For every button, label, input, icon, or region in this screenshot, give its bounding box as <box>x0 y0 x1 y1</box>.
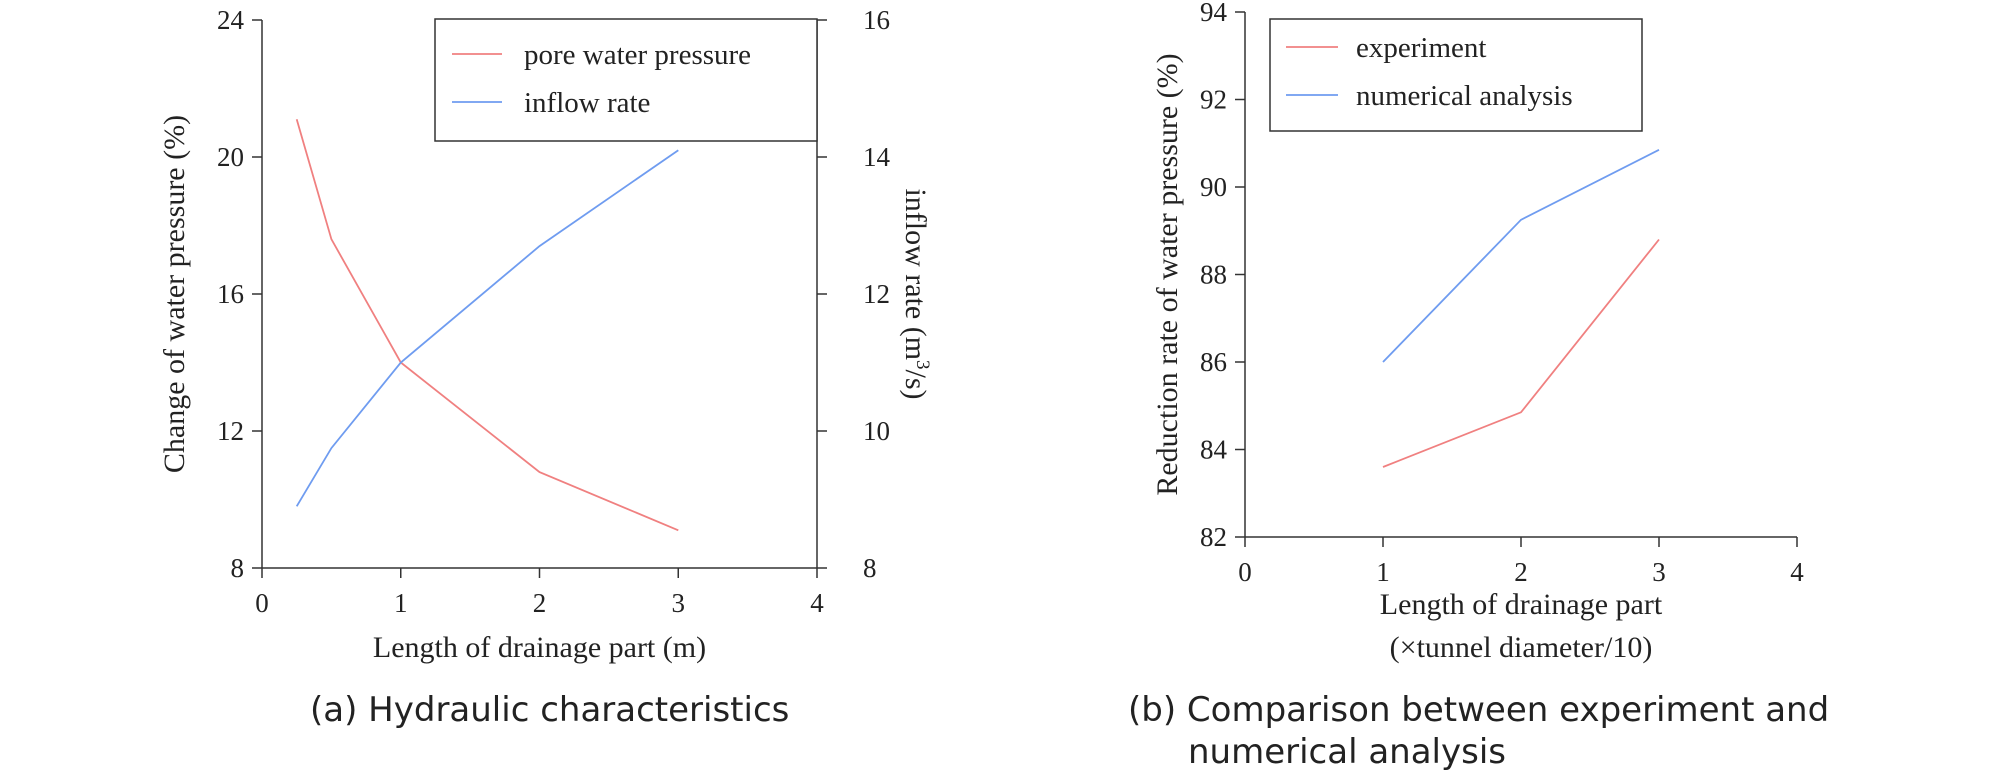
chart-a-y2-tick-label: 12 <box>863 279 890 309</box>
chart-b-x-label-line2: (×tunnel diameter/10) <box>1390 631 1653 664</box>
chart-b-series-line-experiment <box>1382 238 1660 468</box>
chart-a-x-tick-label: 2 <box>533 588 547 618</box>
chart-b-y-tick-label: 84 <box>1200 435 1228 465</box>
caption-a: (a) Hydraulic characteristics <box>310 690 790 730</box>
chart-b-legend-box <box>1269 18 1643 132</box>
chart-a-y2-tick-label: 10 <box>863 416 890 446</box>
chart-a-y-tick-label: 12 <box>217 416 244 446</box>
chart-b: 0 1 2 3 4 82 84 86 88 90 92 94 Length of drainage pa… <box>1151 0 1804 664</box>
chart-a-x-tick-label: 1 <box>394 588 408 618</box>
chart-a-y-tick-label: 20 <box>217 142 244 172</box>
chart-a-y-label: Change of water pressure (%) <box>158 115 191 473</box>
chart-b-y-tick-label: 90 <box>1200 172 1227 202</box>
chart-a-series-line-pore-water-pressure <box>295 119 679 532</box>
chart-a-legend-label: pore water pressure <box>524 39 751 71</box>
chart-b-y-tick-label: 92 <box>1200 85 1227 115</box>
chart-a-y-tick-label: 24 <box>217 5 245 35</box>
chart-a-y2-tick-label: 14 <box>863 142 891 172</box>
chart-a-legend-label: inflow rate <box>524 87 650 119</box>
chart-b-x-tick-label: 4 <box>1790 557 1804 587</box>
chart-a-x-tick-label: 4 <box>810 588 824 618</box>
chart-a-y-tick-label: 16 <box>217 279 244 309</box>
chart-a-y-tick-label: 8 <box>231 553 245 583</box>
chart-a-x-label: Length of drainage part (m) <box>373 631 706 664</box>
chart-b-y-tick-label: 88 <box>1200 260 1227 290</box>
chart-b-y-tick-label: 82 <box>1200 522 1227 552</box>
chart-a-series-line-inflow-rate <box>295 149 679 507</box>
chart-b-x-tick-label: 3 <box>1652 557 1666 587</box>
chart-b-x-tick-label: 0 <box>1238 557 1252 587</box>
chart-b-x-label-line1: Length of drainage part <box>1380 588 1663 621</box>
chart-b-y-label: Reduction rate of water pressure (%) <box>1151 53 1184 495</box>
chart-b-x-tick-label: 1 <box>1376 557 1390 587</box>
chart-a-legend: pore water pressure inflow rate <box>434 18 818 142</box>
chart-b-legend: experiment numerical analysis <box>1269 18 1643 132</box>
chart-a-x-tick-label: 0 <box>255 588 269 618</box>
chart-b-series-line-numerical-analysis <box>1382 148 1660 363</box>
caption-b-line2: numerical analysis <box>1188 732 1507 772</box>
chart-a-y2-tick-label: 8 <box>863 553 877 583</box>
chart-a-x-tick-label: 3 <box>672 588 686 618</box>
chart-a-y2-label: inflow rate (m3/s) <box>899 188 933 399</box>
chart-b-x-tick-label: 2 <box>1514 557 1528 587</box>
caption-b-line1: (b) Comparison between experiment and <box>1128 690 1830 730</box>
chart-b-legend-label: experiment <box>1356 32 1486 64</box>
chart-a-legend-box <box>434 18 818 142</box>
chart-a-y2-tick-label: 16 <box>863 5 890 35</box>
chart-b-y-tick-label: 94 <box>1200 0 1228 27</box>
chart-b-legend-label: numerical analysis <box>1356 80 1573 112</box>
chart-b-y-tick-label: 86 <box>1200 347 1227 377</box>
